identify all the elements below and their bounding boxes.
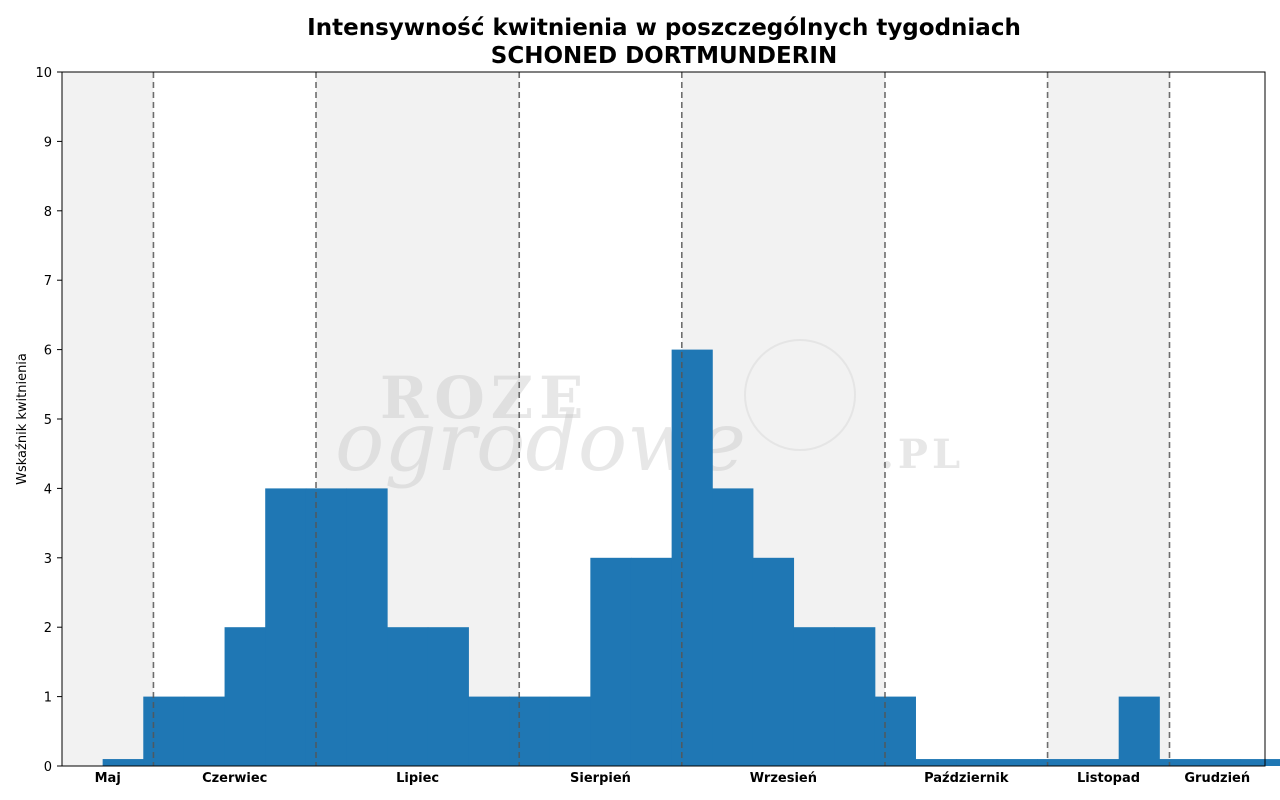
month-band-0 bbox=[62, 72, 154, 766]
bar-week-23 bbox=[224, 627, 266, 766]
month-band-6 bbox=[1047, 72, 1170, 766]
month-separators bbox=[152, 72, 1171, 766]
bar-week-21 bbox=[143, 696, 185, 766]
bar-week-45 bbox=[1118, 696, 1160, 766]
bar-week-28 bbox=[427, 627, 469, 766]
bar-week-40 bbox=[915, 759, 957, 766]
y-tick-label-8: 8 bbox=[44, 205, 52, 220]
bar-week-35 bbox=[712, 488, 754, 766]
y-tick-label-0: 0 bbox=[44, 760, 52, 775]
bar-week-39 bbox=[874, 696, 916, 766]
bar-week-44 bbox=[1078, 759, 1120, 766]
bar-week-47 bbox=[1199, 759, 1242, 766]
month-bands bbox=[62, 72, 1170, 766]
y-tick-label-2: 2 bbox=[44, 621, 52, 636]
month-label-0: Maj bbox=[95, 771, 121, 786]
watermark-line1: ROZE bbox=[380, 364, 589, 432]
y-tick-label-6: 6 bbox=[44, 344, 52, 359]
bar-week-32 bbox=[590, 557, 632, 766]
y-tick-label-7: 7 bbox=[44, 274, 52, 289]
chart-subtitle: SCHONED DORTMUNDERIN bbox=[491, 43, 837, 69]
bar-week-48 bbox=[1240, 759, 1280, 766]
bar-week-33 bbox=[630, 557, 673, 766]
bar-week-25 bbox=[305, 488, 347, 766]
y-tick-label-10: 10 bbox=[35, 66, 52, 81]
month-label-6: Listopad bbox=[1077, 771, 1140, 786]
bar-week-38 bbox=[834, 627, 876, 766]
month-label-2: Lipiec bbox=[396, 771, 439, 786]
bar-week-27 bbox=[387, 627, 429, 766]
bar-week-43 bbox=[1037, 759, 1079, 766]
bar-week-34 bbox=[671, 349, 713, 766]
y-axis-label: Wskaźnik kwitnienia bbox=[15, 353, 30, 485]
bar-week-42 bbox=[996, 759, 1038, 766]
month-labels: Maj Czerwiec Lipiec Sierpień Wrzesień Paździe… bbox=[95, 771, 1250, 786]
month-label-1: Czerwiec bbox=[202, 771, 267, 786]
y-tick-label-4: 4 bbox=[44, 482, 52, 497]
y-axis: 0 1 2 3 4 5 6 7 8 9 10 bbox=[35, 66, 62, 775]
month-label-7: Grudzień bbox=[1184, 771, 1250, 786]
bar-week-20 bbox=[102, 759, 144, 766]
bar-week-29 bbox=[468, 696, 510, 766]
bar-week-22 bbox=[183, 696, 226, 766]
watermark-line3: .PL bbox=[880, 431, 964, 478]
bar-week-36 bbox=[752, 557, 795, 766]
bar-week-24 bbox=[265, 488, 307, 766]
bar-week-46 bbox=[1159, 759, 1201, 766]
bar-week-31 bbox=[549, 696, 591, 766]
watermark-rose-icon bbox=[744, 339, 856, 451]
month-label-3: Sierpień bbox=[570, 771, 631, 786]
bar-week-26 bbox=[346, 488, 388, 766]
bar-week-30 bbox=[509, 696, 551, 766]
y-tick-label-5: 5 bbox=[44, 413, 52, 428]
month-label-4: Wrzesień bbox=[750, 771, 817, 786]
y-tick-label-1: 1 bbox=[44, 691, 52, 706]
y-tick-label-3: 3 bbox=[44, 552, 52, 567]
bars bbox=[102, 349, 1280, 766]
month-label-5: Październik bbox=[924, 771, 1009, 786]
bar-week-37 bbox=[793, 627, 835, 766]
chart-title: Intensywność kwitnienia w poszczególnych… bbox=[307, 15, 1021, 41]
y-tick-label-9: 9 bbox=[44, 135, 52, 150]
bar-week-41 bbox=[956, 759, 998, 766]
